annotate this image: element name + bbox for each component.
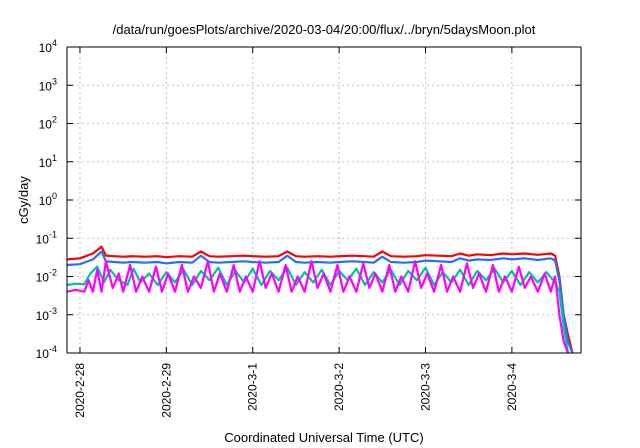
y-tick-label: 102	[39, 115, 57, 132]
grid	[67, 47, 581, 353]
y-tick-label: 103	[39, 76, 57, 93]
series-line	[67, 260, 570, 353]
x-tick-label: 2020-3-2	[332, 363, 346, 411]
x-tick-label: 2020-2-28	[73, 363, 87, 418]
x-axis: 2020-2-28 2020-2-29 2020-3-1 2020-3-2 2020-3…	[73, 47, 519, 418]
y-tick-label: 100	[39, 191, 57, 208]
y-tick-label: 104	[39, 38, 57, 55]
x-tick-label: 2020-3-3	[419, 363, 433, 411]
x-tick-label: 2020-3-1	[246, 363, 260, 411]
y-tick-label: 10-2	[36, 268, 57, 285]
x-tick-label: 2020-2-29	[159, 363, 173, 418]
y-axis-label: cGy/day	[16, 176, 31, 224]
series-line	[67, 250, 574, 353]
x-axis-label: Coordinated Universal Time (UTC)	[224, 430, 423, 445]
y-tick-label: 10-3	[36, 306, 57, 323]
y-tick-label: 101	[39, 153, 57, 170]
series-line	[67, 245, 574, 353]
y-axis: 10-4 10-3 10-2 10-1 100 101 102 103 104	[36, 38, 581, 361]
y-tick-label: 10-1	[36, 229, 57, 246]
series-layer	[67, 245, 574, 353]
y-tick-label: 10-4	[36, 344, 57, 361]
series-line	[67, 265, 570, 353]
x-tick-label: 2020-3-4	[505, 363, 519, 411]
chart-title: /data/run/goesPlots/archive/2020-03-04/2…	[113, 22, 536, 37]
